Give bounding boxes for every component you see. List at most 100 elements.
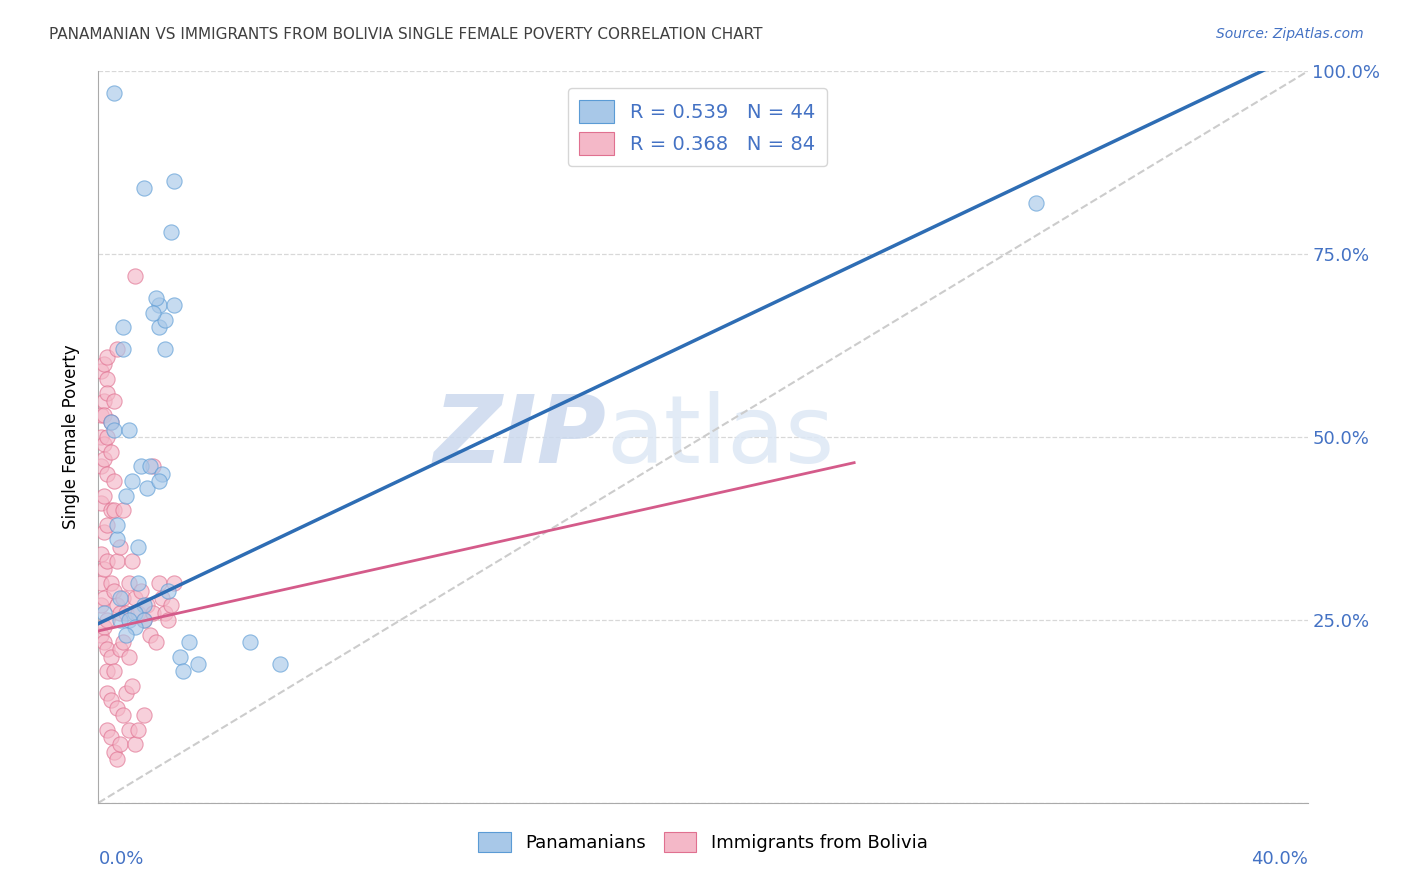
Point (114, 627, 136, 641)
Point (118, 723, 141, 737)
Point (100, 444, 122, 458)
Point (148, 576, 170, 591)
Point (103, 423, 125, 437)
Point (108, 606, 131, 620)
Point (124, 606, 146, 620)
Point (153, 606, 176, 620)
Point (145, 635, 167, 649)
Point (96, 467, 118, 481)
Point (127, 540, 149, 554)
Point (103, 474, 125, 488)
Point (127, 606, 149, 620)
Point (121, 554, 143, 568)
Point (93, 591, 115, 605)
Point (103, 664, 125, 678)
Point (153, 343, 176, 357)
Point (96, 430, 118, 444)
Point (93, 452, 115, 467)
Point (96, 723, 118, 737)
Point (160, 225, 183, 239)
Point (93, 393, 115, 408)
Point (93, 635, 115, 649)
Point (103, 503, 125, 517)
Point (142, 459, 165, 474)
Point (148, 320, 170, 334)
Y-axis label: Single Female Poverty: Single Female Poverty (62, 345, 80, 529)
Text: PANAMANIAN VS IMMIGRANTS FROM BOLIVIA SINGLE FEMALE POVERTY CORRELATION CHART: PANAMANIAN VS IMMIGRANTS FROM BOLIVIA SI… (49, 27, 762, 42)
Point (93, 620, 115, 634)
Point (105, 517, 128, 532)
Point (139, 627, 162, 641)
Point (111, 320, 134, 334)
Point (90, 364, 112, 378)
Point (103, 583, 125, 598)
Point (105, 343, 128, 357)
Point (132, 181, 155, 195)
Legend: Panamanians, Immigrants from Bolivia: Panamanians, Immigrants from Bolivia (471, 824, 935, 860)
Point (100, 730, 122, 744)
Point (96, 554, 118, 568)
Point (90, 576, 112, 591)
Point (135, 599, 157, 613)
Point (129, 583, 152, 598)
Point (96, 613, 118, 627)
Point (103, 87, 125, 101)
Point (124, 620, 146, 634)
Text: 0.0%: 0.0% (98, 850, 143, 868)
Point (90, 459, 112, 474)
Text: ZIP: ZIP (433, 391, 606, 483)
Point (163, 174, 186, 188)
Point (172, 664, 194, 678)
Point (111, 708, 134, 723)
Point (93, 562, 115, 576)
Point (142, 606, 165, 620)
Point (93, 437, 115, 451)
Point (239, 635, 262, 649)
Point (121, 679, 143, 693)
Point (90, 430, 112, 444)
Point (127, 576, 149, 591)
Point (124, 737, 146, 751)
Point (132, 599, 155, 613)
Point (96, 642, 118, 657)
Point (105, 599, 128, 613)
Point (100, 693, 122, 707)
Point (132, 613, 155, 627)
Point (129, 459, 152, 474)
Point (90, 496, 112, 510)
Point (169, 649, 191, 664)
Point (118, 576, 141, 591)
Text: Source: ZipAtlas.com: Source: ZipAtlas.com (1216, 27, 1364, 41)
Point (96, 386, 118, 401)
Point (96, 350, 118, 364)
Point (100, 649, 122, 664)
Point (90, 627, 112, 641)
Point (96, 664, 118, 678)
Point (93, 489, 115, 503)
Point (93, 525, 115, 540)
Point (111, 503, 134, 517)
Point (90, 408, 112, 422)
Point (150, 467, 173, 481)
Point (108, 737, 131, 751)
Point (135, 481, 157, 495)
Point (127, 723, 149, 737)
Point (163, 576, 186, 591)
Point (105, 533, 128, 547)
Point (153, 313, 176, 327)
Point (103, 745, 125, 759)
Point (160, 599, 183, 613)
Point (156, 583, 179, 598)
Point (179, 635, 201, 649)
Point (124, 269, 146, 284)
Point (145, 291, 167, 305)
Point (100, 416, 122, 430)
Point (114, 686, 136, 700)
Point (105, 554, 128, 568)
Point (96, 371, 118, 385)
Point (118, 649, 141, 664)
Point (156, 613, 179, 627)
Point (111, 635, 134, 649)
Point (1024, 196, 1046, 211)
Point (93, 408, 115, 422)
